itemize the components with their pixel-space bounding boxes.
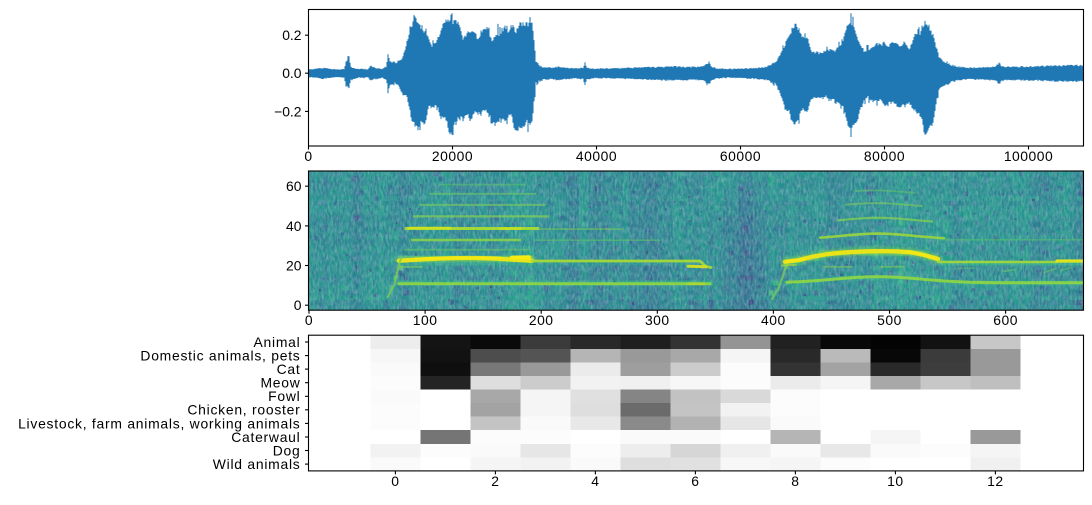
svg-text:4: 4 [591, 473, 599, 489]
svg-text:40: 40 [286, 218, 302, 234]
svg-text:0: 0 [305, 312, 313, 328]
svg-text:0: 0 [294, 297, 302, 313]
svg-text:Animal: Animal [254, 334, 301, 350]
svg-text:Cat: Cat [277, 361, 301, 377]
svg-text:Wild animals: Wild animals [213, 456, 301, 472]
svg-text:60: 60 [286, 178, 302, 194]
svg-text:80000: 80000 [864, 148, 905, 164]
svg-text:Fowl: Fowl [268, 388, 300, 404]
svg-text:Livestock, farm animals, worki: Livestock, farm animals, working animals [18, 415, 300, 431]
svg-text:100000: 100000 [1004, 148, 1053, 164]
svg-text:Chicken, rooster: Chicken, rooster [187, 402, 300, 418]
svg-text:20: 20 [286, 257, 302, 273]
svg-text:100: 100 [413, 312, 438, 328]
svg-text:300: 300 [645, 312, 670, 328]
svg-text:6: 6 [691, 473, 699, 489]
svg-text:Meow: Meow [260, 375, 300, 391]
svg-text:600: 600 [993, 312, 1018, 328]
svg-text:0.0: 0.0 [282, 65, 302, 81]
svg-text:2: 2 [491, 473, 499, 489]
svg-text:Dog: Dog [273, 442, 301, 458]
svg-text:0: 0 [391, 473, 399, 489]
svg-text:8: 8 [791, 473, 799, 489]
svg-text:200: 200 [529, 312, 554, 328]
svg-text:400: 400 [761, 312, 786, 328]
svg-text:Caterwaul: Caterwaul [231, 429, 300, 445]
svg-text:40000: 40000 [576, 148, 617, 164]
svg-text:−0.2: −0.2 [274, 103, 302, 119]
svg-text:500: 500 [877, 312, 902, 328]
svg-text:Domestic animals, pets: Domestic animals, pets [140, 348, 300, 364]
svg-text:0.2: 0.2 [282, 27, 302, 43]
svg-text:20000: 20000 [432, 148, 473, 164]
svg-text:10: 10 [887, 473, 903, 489]
svg-text:60000: 60000 [720, 148, 761, 164]
svg-text:12: 12 [987, 473, 1003, 489]
svg-text:0: 0 [304, 148, 312, 164]
